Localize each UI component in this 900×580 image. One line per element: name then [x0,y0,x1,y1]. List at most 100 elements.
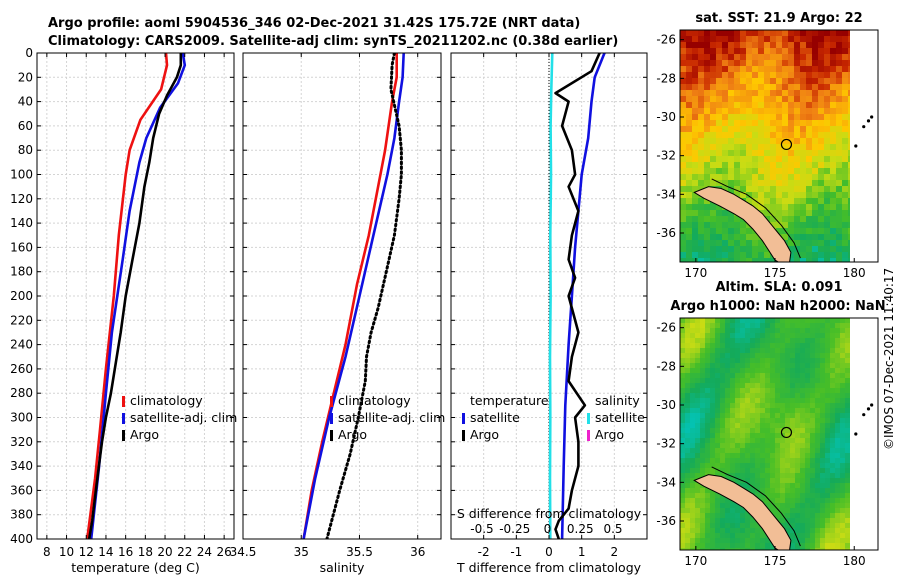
bathymetry-contour [711,178,801,259]
sst_map-frame [679,29,879,263]
legend-label: Argo [338,427,367,442]
legend-label: climatology [130,393,203,408]
y-tick-label: 60 [18,119,33,133]
x-tick-label: 34.5 [230,545,257,559]
difference-profile-series-t-argo [554,53,601,539]
timestamp-label: ©IMOS 07-Dec-2021 11:40:17 [882,268,896,450]
argo-position-marker [780,138,793,151]
y-tick-label: 320 [10,435,33,449]
legend-temperature-heading: temperature [470,393,549,408]
x-tick-label: 8 [43,545,51,559]
y-tick-label: 20 [18,70,33,84]
x-tick-label: -1 [510,545,522,559]
y-tick-label: 400 [10,532,33,546]
title-line-2: Climatology: CARS2009. Satellite-adj cli… [48,34,618,49]
difference-top-xlabel: S difference from climatology [457,506,642,521]
sla_map: 170 175 180 -26 -28 -30 -32 -34 -36 Altim. SLA: 0… [656,280,885,568]
y-tick-label: -36 [656,226,676,240]
y-tick-label: -28 [656,359,676,373]
legend-label: Argo [130,427,159,442]
legend-label: satellite [595,410,645,425]
y-tick-label: 360 [10,483,33,497]
temperature-profile-series-argo [87,53,183,539]
y-tick-label: 280 [10,386,33,400]
x-tick-label: 12 [79,545,94,559]
y-tick-label: 240 [10,338,33,352]
top-tick-label: 0.5 [603,522,622,536]
map-margin [850,318,878,550]
top-tick-label: -0.5 [470,522,493,536]
y-tick-label: -26 [656,33,676,47]
x-tick-label: 24 [197,545,212,559]
island-dot [870,403,874,407]
y-tick-label: 380 [10,508,33,522]
x-tick-label: 35 [294,545,309,559]
argo-position-marker [780,426,793,439]
island-dot [862,125,866,129]
x-tick-label: 2 [611,545,619,559]
salinity_profile-panel: 34.5 35 35.5 36 salinity climatology satellite… [230,52,445,575]
x-tick-label: 35.5 [346,545,373,559]
legend-swatch [587,413,590,424]
title-line-1: Argo profile: aoml 5904536_346 02-Dec-20… [48,16,580,31]
y-tick-label: -28 [656,71,676,85]
temperature-profile-series-climatology [85,53,169,539]
temperature_profile-xlabel: temperature (deg C) [71,560,200,575]
sst_map: 170 175 180 -26 -28 -30 -32 -34 -36 sat. SST: 21.… [656,11,879,280]
y-tick-label: -32 [656,149,676,163]
x-tick-label: 16 [118,545,133,559]
legend-swatch [587,430,590,441]
y-tick-label: 200 [10,289,33,303]
x-tick-label: -2 [478,545,490,559]
y-tick-label: 140 [10,216,33,230]
legend-swatch [462,413,465,424]
y-tick-label: 80 [18,143,33,157]
legend-swatch [122,396,125,407]
x-tick-label: 175 [764,266,787,280]
salinity-profile-series-satellite-adj-clim [302,53,405,539]
y-tick-label: 260 [10,362,33,376]
x-tick-label: 170 [684,554,707,568]
legend-swatch [330,413,333,424]
map-margin [850,30,878,262]
y-tick-label: 100 [10,168,33,182]
y-tick-label: 160 [10,240,33,254]
bathymetry-contour [711,466,801,547]
top-tick-label: -0.25 [499,522,530,536]
legend-salinity-heading: salinity [595,393,640,408]
x-tick-label: 36 [410,545,425,559]
y-tick-label: -30 [656,110,676,124]
island-dot [854,144,858,148]
difference-profile-series-t-satellite [560,53,606,539]
legend-swatch [330,396,333,407]
legend-label: climatology [338,393,411,408]
legend-label: satellite-adj. clim [130,410,237,425]
legend-label: Argo [470,427,499,442]
x-tick-label: 180 [843,266,866,280]
x-tick-label: 170 [684,266,707,280]
sst_map-title: sat. SST: 21.9 Argo: 22 [695,11,862,26]
y-tick-label: 120 [10,192,33,206]
x-tick-label: 18 [138,545,153,559]
x-tick-label: 180 [843,554,866,568]
y-tick-label: -30 [656,398,676,412]
sla_map-subtitle: Argo h1000: NaN h2000: NaN [670,299,885,314]
legend-label: satellite-adj. clim [338,410,445,425]
x-tick-label: 22 [177,545,192,559]
x-tick-label: 1 [578,545,586,559]
x-tick-label: 0 [545,545,553,559]
land-outline [693,474,792,550]
y-tick-label: -32 [656,437,676,451]
salinity_profile-xlabel: salinity [320,560,365,575]
y-tick-label: -34 [656,187,676,201]
legend-swatch [122,413,125,424]
y-tick-label: 340 [10,459,33,473]
y-tick-label: 40 [18,95,33,109]
island-dot [854,432,858,436]
legend-swatch [330,430,333,441]
temperature_profile-panel: 8 10 12 14 16 18 20 22 24 26020406080100120140160… [10,46,237,575]
island-dot [866,119,871,123]
y-tick-label: 0 [25,46,33,60]
temperature-profile-series-satellite-adj-clim [89,53,187,539]
